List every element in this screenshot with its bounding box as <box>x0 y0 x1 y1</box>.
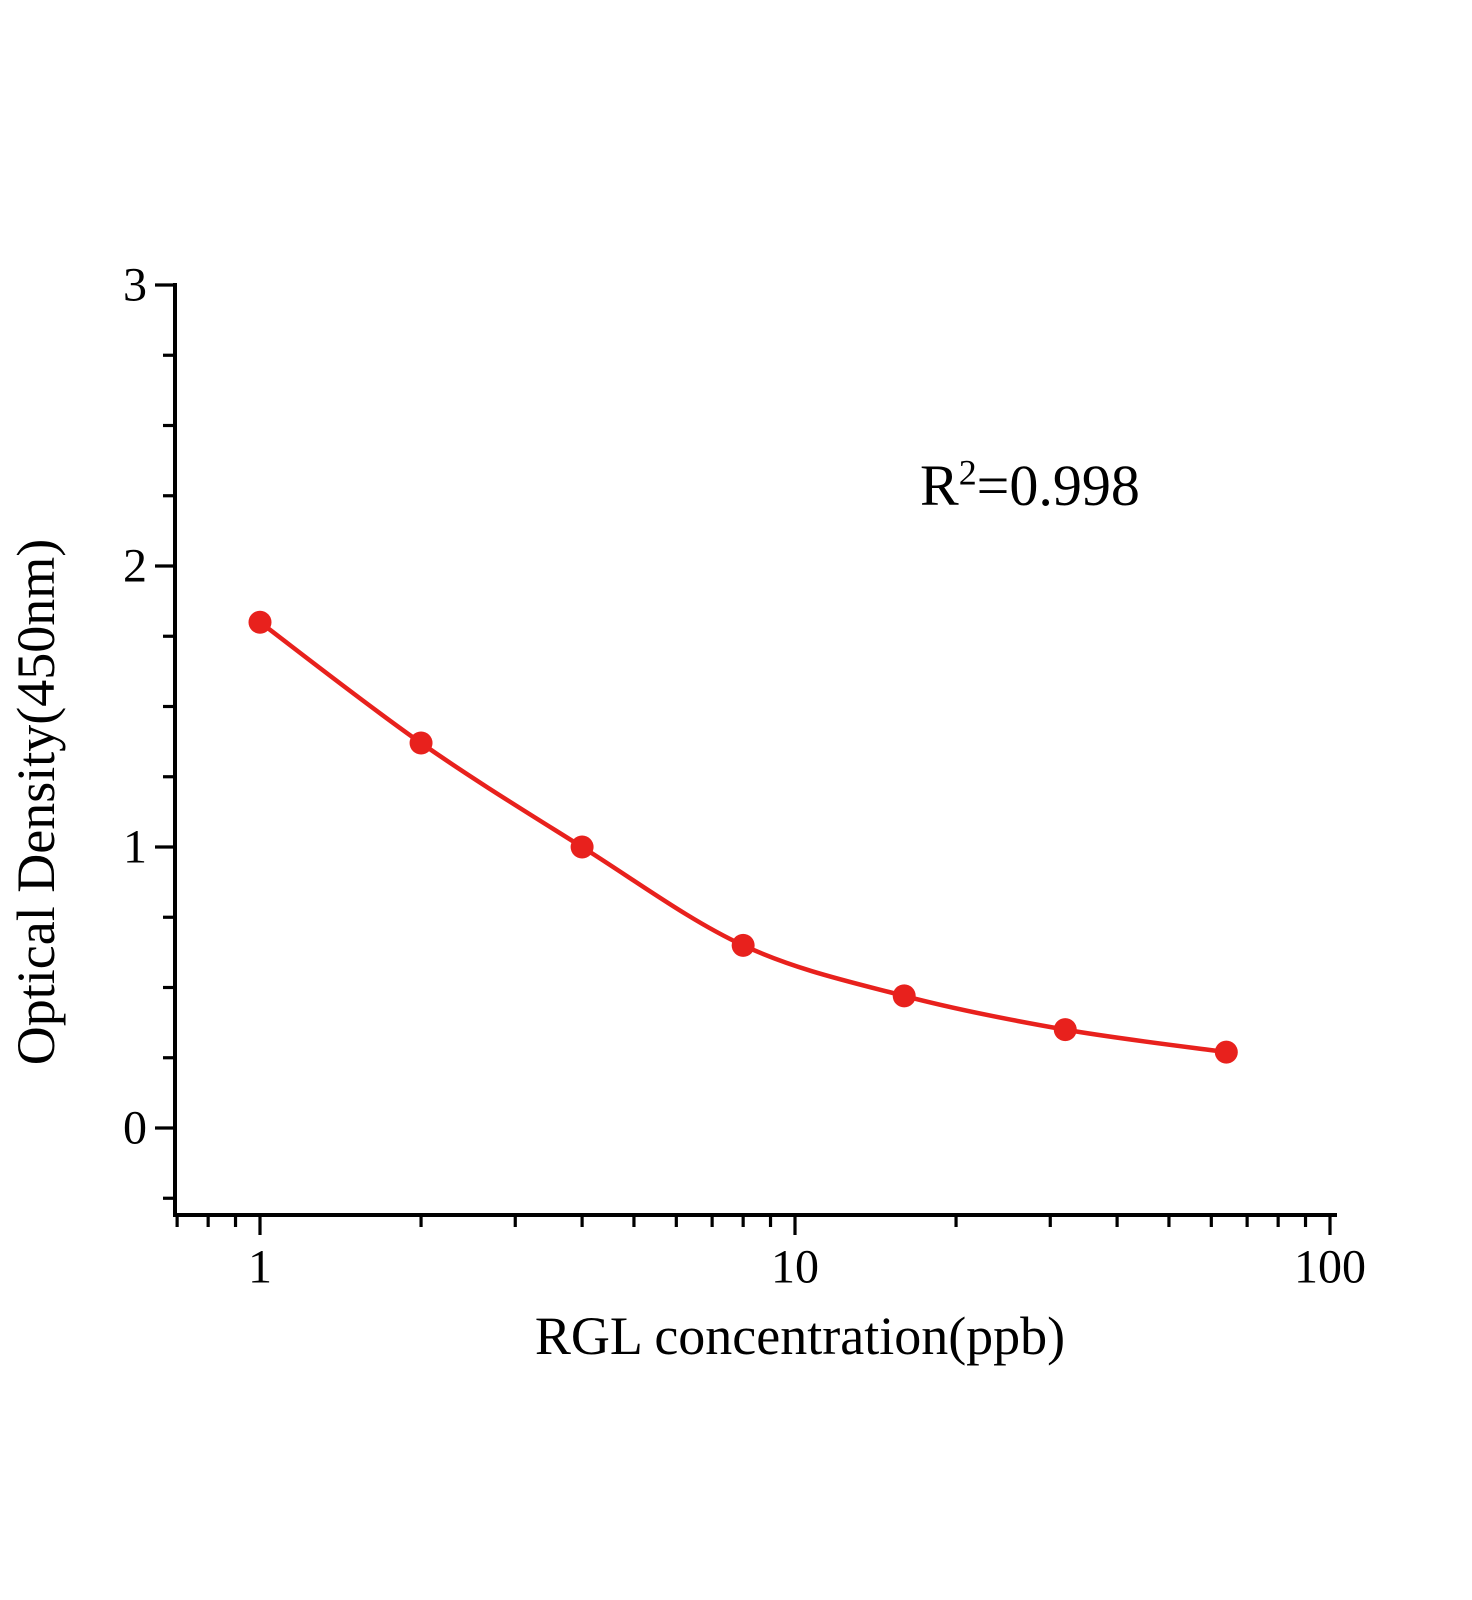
data-point-marker <box>1214 1040 1238 1064</box>
data-points <box>248 610 1238 1064</box>
fit-curve <box>257 619 1229 1055</box>
r-squared-annotation: R2=0.998 <box>920 452 1140 519</box>
x-tick-label: 10 <box>771 1241 819 1294</box>
data-point-marker <box>731 933 755 957</box>
axes <box>173 283 1337 1217</box>
data-point-marker <box>1053 1018 1077 1042</box>
r-squared-value: =0.998 <box>976 453 1140 518</box>
y-axis-label: Optical Density(450nm) <box>6 538 66 1066</box>
y-tick-label: 0 <box>123 1102 147 1155</box>
y-tick-label: 1 <box>123 821 147 874</box>
y-tick-label: 2 <box>123 540 147 593</box>
x-tick-label: 100 <box>1294 1241 1366 1294</box>
data-point-marker <box>892 984 916 1008</box>
data-point-marker <box>570 835 594 859</box>
data-point-marker <box>248 610 272 634</box>
tick-labels: 1 10 100 0 1 2 3 <box>123 259 1366 1294</box>
standard-curve-line <box>257 619 1229 1055</box>
y-tick-label: 3 <box>123 259 147 312</box>
x-tick-label: 1 <box>248 1241 272 1294</box>
r-squared-base: R <box>920 453 959 518</box>
tick-marks <box>155 283 1332 1235</box>
r-squared-exponent: 2 <box>958 452 977 493</box>
data-point-marker <box>409 731 433 755</box>
x-axis-label: RGL concentration(ppb) <box>534 1306 1066 1366</box>
